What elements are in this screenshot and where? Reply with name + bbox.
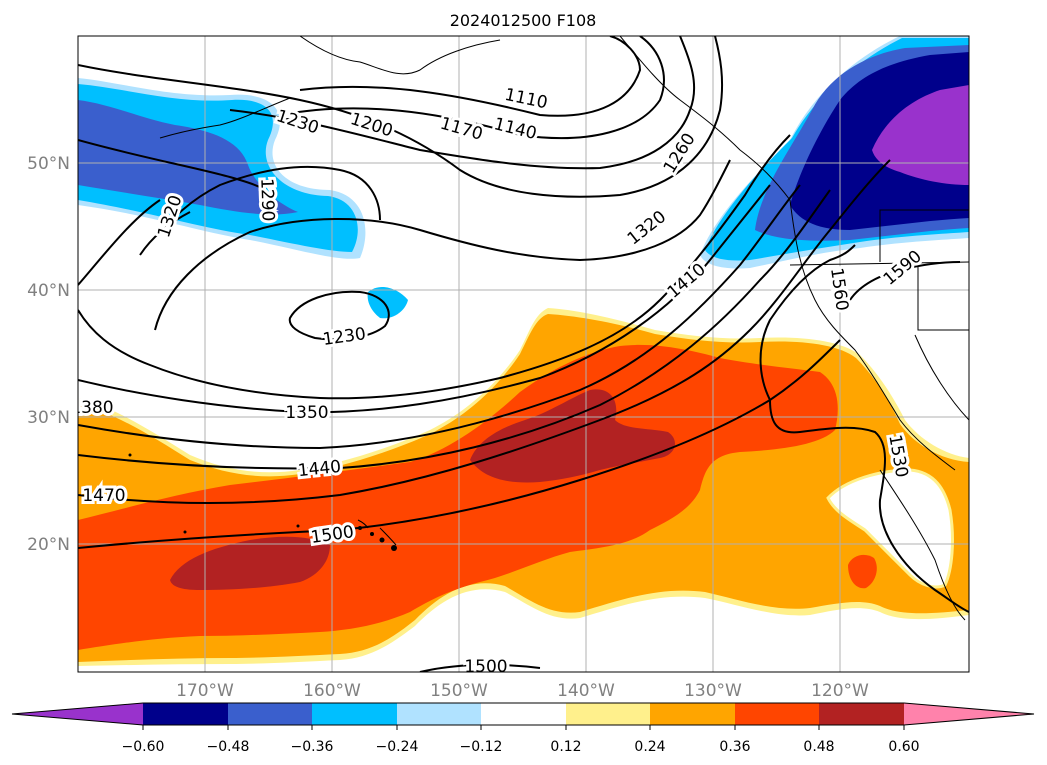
contour-label-1350: 1350 (285, 403, 328, 423)
colorbar-tick-label: −0.24 (376, 739, 419, 755)
map-frame (77, 35, 970, 673)
fill-purple-east (872, 85, 969, 185)
colorbar-tick-label: 0.12 (550, 739, 581, 755)
latitude-labels: 50°N 40°N 30°N 20°N (27, 154, 70, 555)
colorbar-tick-label: −0.36 (291, 739, 334, 755)
contour-label-1380: 1380 (70, 398, 113, 418)
contour-label-1440: 1440 (297, 457, 342, 481)
lat-label-20n: 20°N (27, 535, 70, 555)
contour-label-1500-south: 1500 (464, 657, 507, 677)
colorbar-tick-label: 0.48 (803, 739, 834, 755)
fill-firebrick-1 (470, 389, 675, 483)
colorbar-bin-deepskyblue (312, 703, 397, 725)
map-title: 2024012500 F108 (450, 11, 597, 30)
colorbar-extend-max (904, 703, 1034, 725)
colorbar-tick-label: 0.24 (634, 739, 665, 755)
colorbar-bin-white (481, 703, 566, 725)
colorbar-extend-min (12, 703, 143, 725)
lon-label-150w: 150°W (430, 681, 488, 701)
lon-label-160w: 160°W (303, 681, 361, 701)
fill-orangered-small (848, 554, 877, 589)
colorbar: −0.60 −0.48 −0.36 −0.24 −0.12 0.12 0.24 … (11, 702, 1035, 755)
fill-firebrick-2 (170, 536, 330, 590)
colorbar-bin-orange (650, 703, 735, 725)
colorbar-bin-firebrick (819, 703, 904, 725)
colorbar-tick-label: −0.48 (207, 739, 250, 755)
lat-label-40n: 40°N (27, 281, 70, 301)
fill-deepskyblue-small (367, 286, 408, 319)
colorbar-bin-yellow (566, 703, 650, 725)
contour-label-1470: 1470 (82, 486, 125, 506)
fill-blue-west (78, 100, 298, 215)
colorbar-bin-lightblue (397, 703, 481, 725)
colorbar-bin-navy (143, 703, 228, 725)
colorbar-bin-blue (228, 703, 312, 725)
fill-white-hole-east (828, 470, 953, 587)
colorbar-tick-label: 0.60 (888, 739, 919, 755)
lon-label-130w: 130°W (684, 681, 742, 701)
height-contours (78, 36, 969, 672)
longitude-labels: 170°W 160°W 150°W 140°W 130°W 120°W (176, 681, 869, 701)
colorbar-tick-label: −0.12 (460, 739, 503, 755)
colorbar-bin-orangered (735, 703, 819, 725)
fill-orange-rim-east (826, 468, 954, 589)
gridlines (78, 36, 969, 672)
map-content: 1110 1140 1170 1200 1230 1260 1290 1320 … (70, 36, 969, 677)
colorbar-tick-label: −0.60 (122, 739, 165, 755)
lon-label-140w: 140°W (557, 681, 615, 701)
lon-label-170w: 170°W (176, 681, 234, 701)
lat-label-30n: 30°N (27, 408, 70, 428)
contour-label-1290: 1290 (256, 178, 277, 222)
lon-label-120w: 120°W (811, 681, 869, 701)
contour-labels: 1110 1140 1170 1200 1230 1260 1290 1320 … (70, 82, 929, 677)
lat-label-50n: 50°N (27, 154, 70, 174)
colorbar-tick-label: 0.36 (719, 739, 750, 755)
